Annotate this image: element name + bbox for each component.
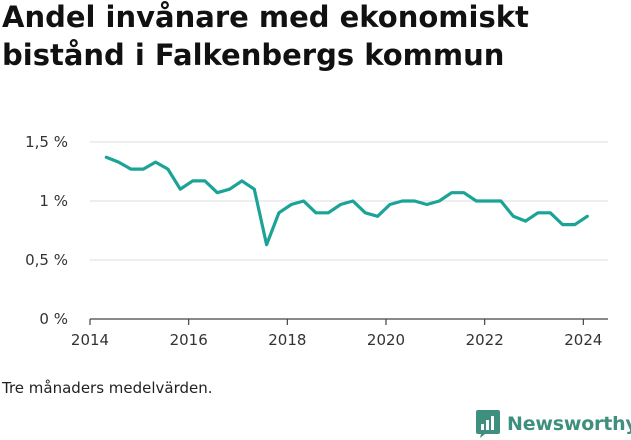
y-axis-labels: 0 % 0,5 % 1 % 1,5 % bbox=[25, 133, 68, 328]
data-point bbox=[462, 191, 466, 194]
newsworthy-logo-icon bbox=[476, 410, 500, 438]
data-point bbox=[339, 203, 342, 206]
x-tick-label: 2018 bbox=[268, 331, 306, 349]
y-tick-label: 0 % bbox=[39, 310, 68, 328]
data-point bbox=[117, 160, 120, 164]
data-point bbox=[536, 211, 540, 214]
data-point bbox=[203, 179, 207, 183]
x-axis bbox=[89, 318, 608, 325]
data-point bbox=[302, 199, 305, 203]
data-point bbox=[166, 167, 170, 171]
data-point bbox=[549, 211, 552, 214]
data-point bbox=[388, 203, 392, 206]
data-point bbox=[327, 211, 330, 214]
data-point bbox=[376, 215, 379, 218]
brand-logo: Newsworthy bbox=[475, 408, 631, 440]
y-tick-label: 1,5 % bbox=[25, 133, 68, 151]
data-point bbox=[216, 191, 219, 194]
data-point bbox=[475, 199, 478, 203]
data-point bbox=[253, 188, 256, 191]
data-point bbox=[179, 188, 182, 191]
data-point bbox=[450, 191, 453, 194]
data-point bbox=[277, 211, 281, 214]
data-point bbox=[512, 215, 515, 218]
data-point bbox=[438, 199, 441, 203]
x-tick-label: 2022 bbox=[466, 331, 504, 349]
y-tick-label: 0,5 % bbox=[25, 251, 68, 269]
x-axis-labels: 2014 2016 2018 2020 2022 2024 bbox=[71, 331, 603, 349]
data-point bbox=[364, 211, 367, 214]
data-point bbox=[228, 188, 231, 191]
data-series bbox=[104, 155, 589, 247]
data-point bbox=[425, 203, 429, 206]
data-point bbox=[573, 223, 577, 226]
data-point bbox=[487, 199, 490, 203]
data-point bbox=[586, 215, 589, 218]
data-point bbox=[401, 199, 404, 203]
data-point bbox=[265, 243, 268, 246]
data-point bbox=[314, 211, 318, 214]
data-point bbox=[129, 167, 133, 171]
footnote: Tre månaders medelvärden. bbox=[2, 379, 213, 397]
data-point bbox=[191, 179, 194, 183]
data-point bbox=[561, 223, 564, 226]
data-point bbox=[240, 179, 244, 183]
data-point bbox=[105, 156, 108, 159]
data-point bbox=[290, 203, 293, 206]
x-tick-label: 2024 bbox=[564, 331, 602, 349]
line-chart: 0 % 0,5 % 1 % 1,5 % 2014 2016 2018 2020 2022 202… bbox=[25, 133, 608, 349]
data-point bbox=[351, 199, 355, 203]
data-point bbox=[499, 199, 503, 203]
brand-name: Newsworthy bbox=[507, 413, 631, 435]
x-tick-label: 2014 bbox=[71, 331, 109, 349]
data-point bbox=[524, 219, 527, 223]
x-tick-label: 2016 bbox=[170, 331, 208, 349]
data-point bbox=[142, 167, 145, 171]
chart-title: Andel invånare med ekonomiskt bistånd i … bbox=[2, 0, 529, 72]
x-tick-label: 2020 bbox=[367, 331, 405, 349]
data-point bbox=[413, 199, 416, 203]
y-tick-label: 1 % bbox=[39, 192, 68, 210]
series-line bbox=[104, 155, 589, 247]
data-point bbox=[154, 160, 157, 164]
